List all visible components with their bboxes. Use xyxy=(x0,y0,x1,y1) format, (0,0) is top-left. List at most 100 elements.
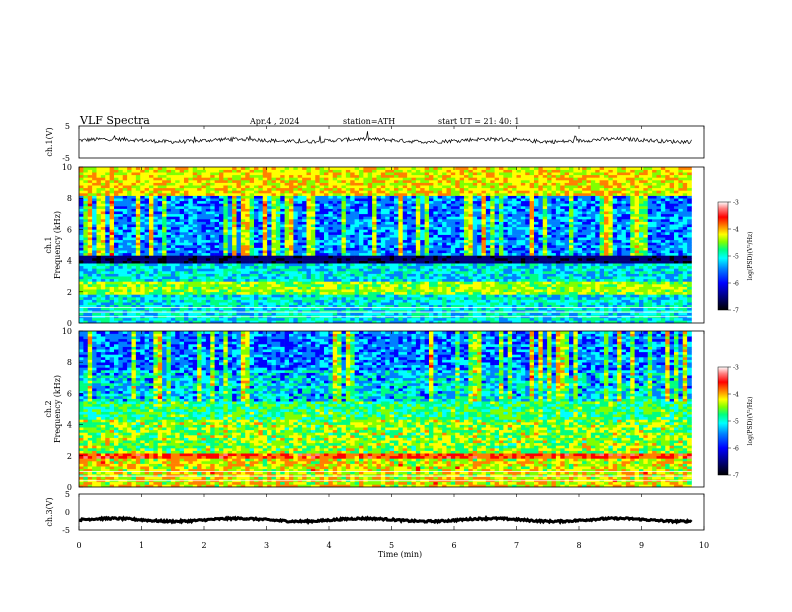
spectrogram-cell xyxy=(367,167,373,170)
spectrogram-cell xyxy=(328,211,334,215)
spectrogram-cell xyxy=(118,278,124,282)
spectrogram-cell xyxy=(407,167,412,170)
spectrogram-cell xyxy=(258,294,264,298)
spectrogram-cell xyxy=(96,224,102,228)
spectrogram-cell xyxy=(429,258,434,261)
spectrogram-cell xyxy=(184,320,189,324)
spectrogram-cell xyxy=(332,221,338,225)
spectrogram-cell xyxy=(297,206,303,209)
spectrogram-cell xyxy=(210,317,215,321)
spectrogram-cell xyxy=(175,229,180,233)
spectrogram-cell xyxy=(157,286,163,290)
spectrogram-cell xyxy=(127,195,132,199)
spectrogram-cell xyxy=(197,195,202,199)
spectrogram-cell xyxy=(140,263,145,267)
spectrogram-cell xyxy=(315,182,320,186)
spectrogram-cell xyxy=(359,193,364,196)
spectrogram-cell xyxy=(437,229,443,233)
spectrogram-cell xyxy=(310,245,316,248)
spectrogram-cell xyxy=(219,237,224,241)
spectrogram-cell xyxy=(319,229,325,233)
spectrogram-cell xyxy=(380,216,386,220)
spectrogram-cell xyxy=(407,180,412,183)
spectrogram-cell xyxy=(367,211,373,215)
spectrogram-cell xyxy=(350,299,355,303)
spectrogram-cell xyxy=(376,195,382,199)
spectrogram-cell xyxy=(407,302,412,306)
spectrogram-cell xyxy=(232,281,237,285)
spectrogram-cell xyxy=(105,226,110,230)
spectrogram-cell xyxy=(310,255,316,259)
spectrogram-cell xyxy=(324,297,329,300)
spectrogram-cell xyxy=(223,276,229,280)
spectrogram-cell xyxy=(114,187,119,191)
spectrogram-cell xyxy=(359,312,364,316)
spectrogram-cell xyxy=(197,208,202,212)
spectrogram-cell xyxy=(398,299,404,303)
spectrogram-cell xyxy=(354,299,360,303)
spectrogram-cell xyxy=(372,172,377,176)
spectrogram-cell xyxy=(236,307,242,311)
spectrogram-cell xyxy=(175,226,180,230)
spectrogram-cell xyxy=(411,291,417,295)
spectrogram-cell xyxy=(210,265,215,269)
spectrogram-cell xyxy=(232,224,237,228)
spectrogram-cell xyxy=(372,250,377,254)
spectrogram-cell xyxy=(363,252,369,256)
spectrogram-cell xyxy=(188,265,194,269)
spectrogram-cell xyxy=(205,307,211,311)
spectrogram-cell xyxy=(271,245,277,248)
spectrogram-cell xyxy=(79,294,84,298)
spectrogram-cell xyxy=(433,237,439,241)
spectrogram-cell xyxy=(341,193,347,196)
spectrogram-cell xyxy=(332,258,338,261)
spectrogram-cell xyxy=(92,312,97,316)
spectrogram-cell xyxy=(210,284,215,287)
spectrogram-cell xyxy=(188,206,194,209)
spectrogram-cell xyxy=(179,273,185,277)
spectrogram-cell xyxy=(394,297,399,300)
spectrogram-cell xyxy=(249,252,255,256)
spectrogram-cell xyxy=(114,265,119,269)
spectrogram-cell xyxy=(162,239,167,243)
spectrogram-cell xyxy=(402,268,408,272)
spectrogram-cell xyxy=(140,180,145,183)
spectrogram-cell xyxy=(267,229,272,233)
spectrogram-cell xyxy=(324,242,329,246)
spectrogram-cell xyxy=(367,213,373,217)
spectrogram-cell xyxy=(188,302,194,306)
spectrogram-cell xyxy=(144,172,150,176)
spectrogram-cell xyxy=(306,182,312,186)
spectrogram-cell xyxy=(184,177,189,181)
spectrogram-cell xyxy=(328,221,334,225)
spectrogram-cell xyxy=(429,307,434,311)
spectrogram-cell xyxy=(354,281,360,285)
spectrogram-cell xyxy=(201,297,207,300)
spectrogram-cell xyxy=(324,234,329,238)
spectrogram-cell xyxy=(306,312,312,316)
spectrogram-cell xyxy=(345,193,351,196)
spectrogram-cell xyxy=(175,174,180,178)
spectrogram-cell xyxy=(310,219,316,222)
spectrogram-cell xyxy=(420,219,425,222)
spectrogram-cell xyxy=(223,320,229,324)
spectrogram-cell xyxy=(372,276,377,280)
spectrogram-cell xyxy=(407,320,412,324)
spectrogram-cell xyxy=(315,307,320,311)
spectrogram-cell xyxy=(332,302,338,306)
spectrogram-cell xyxy=(249,307,255,311)
spectrogram-cell xyxy=(289,317,294,321)
spectrogram-cell xyxy=(175,187,180,191)
spectrogram-cell xyxy=(214,187,220,191)
spectrogram-cell xyxy=(293,252,299,256)
spectrogram-cell xyxy=(267,284,272,287)
spectrogram-cell xyxy=(219,284,224,287)
spectrogram-cell xyxy=(149,263,154,267)
spectrogram-cell xyxy=(297,193,303,196)
spectrogram-cell xyxy=(79,232,84,235)
spectrogram-cell xyxy=(254,276,259,280)
spectrogram-cell xyxy=(341,206,347,209)
spectrogram-cell xyxy=(337,237,342,241)
spectrogram-cell xyxy=(170,247,176,251)
spectrogram-cell xyxy=(284,250,290,254)
